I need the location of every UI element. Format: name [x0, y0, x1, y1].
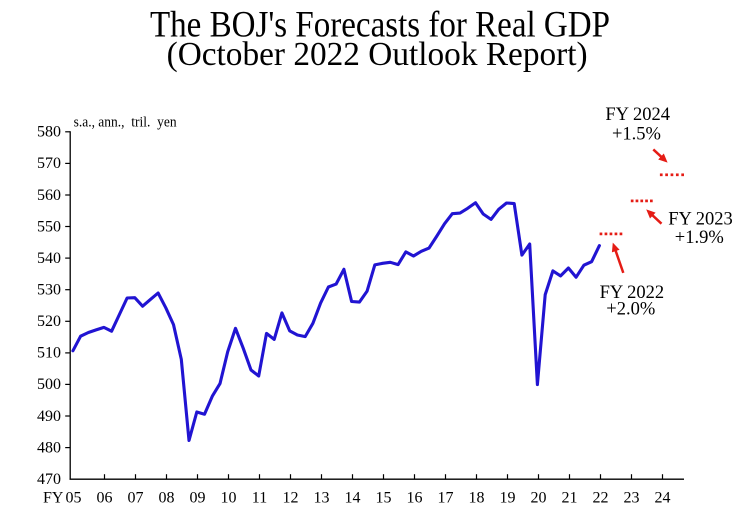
svg-text:15: 15 — [376, 489, 392, 506]
svg-text:+2.0%: +2.0% — [606, 300, 655, 320]
svg-text:540: 540 — [37, 250, 61, 267]
svg-text:17: 17 — [438, 489, 454, 506]
svg-text:470: 470 — [37, 471, 61, 488]
svg-text:FY 2023: FY 2023 — [668, 209, 733, 229]
svg-text:490: 490 — [37, 408, 61, 425]
svg-text:10: 10 — [221, 489, 237, 506]
svg-text:12: 12 — [283, 489, 299, 506]
svg-text:510: 510 — [37, 345, 61, 362]
svg-text:07: 07 — [128, 489, 144, 506]
svg-text:11: 11 — [252, 489, 267, 506]
svg-text:+1.5%: +1.5% — [612, 124, 661, 144]
svg-text:21: 21 — [562, 489, 578, 506]
svg-text:580: 580 — [37, 124, 61, 141]
svg-text:09: 09 — [190, 489, 206, 506]
svg-text:500: 500 — [37, 376, 61, 393]
svg-text:FY: FY — [43, 489, 64, 506]
svg-text:s.a., ann., tril. yen: s.a., ann., tril. yen — [74, 115, 178, 131]
svg-text:FY 2022: FY 2022 — [600, 283, 665, 303]
svg-text:18: 18 — [469, 489, 485, 506]
svg-text:(October 2022 Outlook Report): (October 2022 Outlook Report) — [167, 36, 588, 73]
svg-text:560: 560 — [37, 187, 61, 204]
svg-text:20: 20 — [531, 489, 547, 506]
svg-text:08: 08 — [159, 489, 175, 506]
svg-text:570: 570 — [37, 155, 61, 172]
svg-text:520: 520 — [37, 313, 61, 330]
svg-text:14: 14 — [345, 489, 361, 506]
svg-text:05: 05 — [66, 489, 82, 506]
svg-text:19: 19 — [500, 489, 516, 506]
svg-text:FY 2024: FY 2024 — [605, 105, 670, 125]
svg-text:22: 22 — [593, 489, 609, 506]
svg-text:06: 06 — [97, 489, 113, 506]
svg-text:23: 23 — [624, 489, 640, 506]
svg-text:480: 480 — [37, 439, 61, 456]
svg-text:13: 13 — [314, 489, 330, 506]
svg-text:The BOJ's Forecasts for Real G: The BOJ's Forecasts for Real GDP — [150, 4, 610, 45]
svg-text:550: 550 — [37, 218, 61, 235]
svg-text:24: 24 — [655, 489, 671, 506]
svg-text:16: 16 — [407, 489, 423, 506]
svg-text:530: 530 — [37, 282, 61, 299]
svg-text:+1.9%: +1.9% — [675, 228, 724, 248]
